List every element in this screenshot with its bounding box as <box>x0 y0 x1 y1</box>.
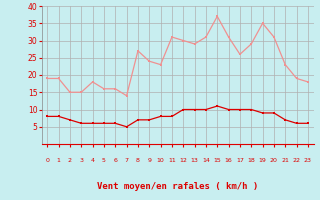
X-axis label: Vent moyen/en rafales ( km/h ): Vent moyen/en rafales ( km/h ) <box>97 182 258 191</box>
